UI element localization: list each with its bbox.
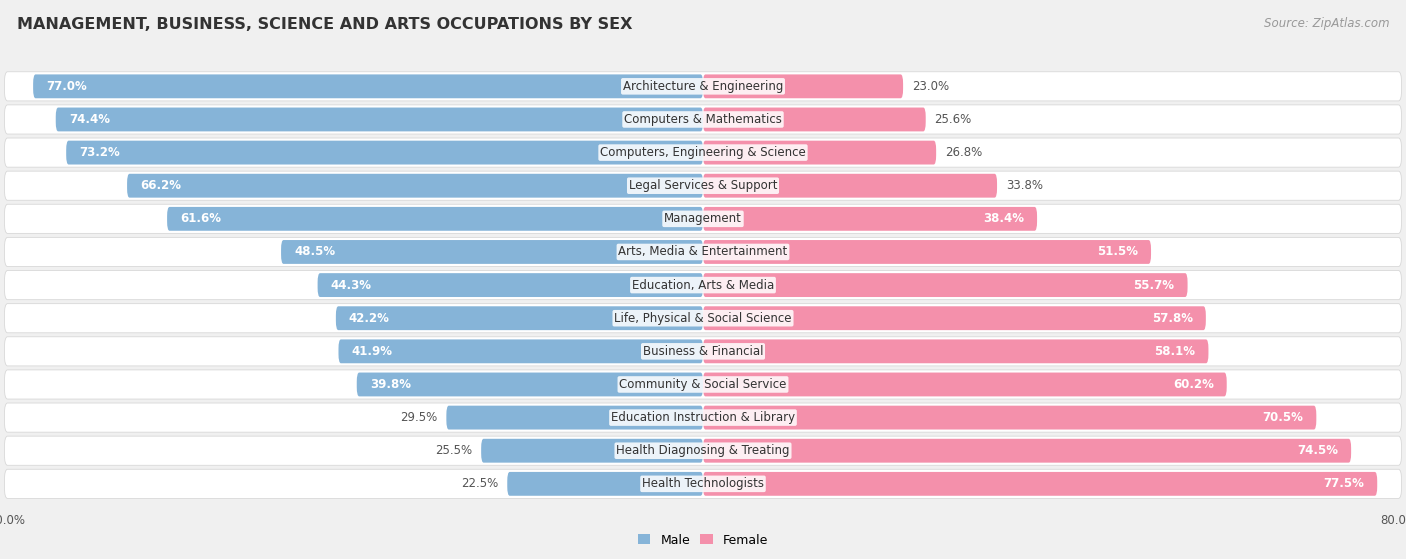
- FancyBboxPatch shape: [446, 406, 703, 429]
- FancyBboxPatch shape: [167, 207, 703, 231]
- FancyBboxPatch shape: [703, 74, 903, 98]
- FancyBboxPatch shape: [4, 271, 1402, 300]
- FancyBboxPatch shape: [4, 370, 1402, 399]
- FancyBboxPatch shape: [703, 339, 1208, 363]
- Text: 57.8%: 57.8%: [1152, 312, 1192, 325]
- FancyBboxPatch shape: [4, 171, 1402, 200]
- Text: Education Instruction & Library: Education Instruction & Library: [612, 411, 794, 424]
- Text: 44.3%: 44.3%: [330, 278, 371, 292]
- Text: 41.9%: 41.9%: [352, 345, 392, 358]
- FancyBboxPatch shape: [703, 273, 1188, 297]
- FancyBboxPatch shape: [318, 273, 703, 297]
- FancyBboxPatch shape: [4, 105, 1402, 134]
- Text: Legal Services & Support: Legal Services & Support: [628, 179, 778, 192]
- FancyBboxPatch shape: [4, 138, 1402, 167]
- FancyBboxPatch shape: [4, 337, 1402, 366]
- FancyBboxPatch shape: [4, 469, 1402, 499]
- Text: 23.0%: 23.0%: [912, 80, 949, 93]
- FancyBboxPatch shape: [703, 240, 1152, 264]
- Text: 73.2%: 73.2%: [79, 146, 120, 159]
- Text: 74.5%: 74.5%: [1298, 444, 1339, 457]
- Legend: Male, Female: Male, Female: [633, 529, 773, 552]
- Text: 55.7%: 55.7%: [1133, 278, 1174, 292]
- Text: 74.4%: 74.4%: [69, 113, 110, 126]
- FancyBboxPatch shape: [357, 372, 703, 396]
- FancyBboxPatch shape: [127, 174, 703, 198]
- Text: Management: Management: [664, 212, 742, 225]
- Text: 39.8%: 39.8%: [370, 378, 411, 391]
- FancyBboxPatch shape: [339, 339, 703, 363]
- Text: 66.2%: 66.2%: [141, 179, 181, 192]
- Text: Computers, Engineering & Science: Computers, Engineering & Science: [600, 146, 806, 159]
- FancyBboxPatch shape: [66, 141, 703, 164]
- Text: Source: ZipAtlas.com: Source: ZipAtlas.com: [1264, 17, 1389, 30]
- FancyBboxPatch shape: [703, 439, 1351, 463]
- Text: 22.5%: 22.5%: [461, 477, 499, 490]
- Text: 25.6%: 25.6%: [935, 113, 972, 126]
- FancyBboxPatch shape: [4, 72, 1402, 101]
- Text: Architecture & Engineering: Architecture & Engineering: [623, 80, 783, 93]
- FancyBboxPatch shape: [34, 74, 703, 98]
- FancyBboxPatch shape: [336, 306, 703, 330]
- FancyBboxPatch shape: [4, 403, 1402, 432]
- Text: Education, Arts & Media: Education, Arts & Media: [631, 278, 775, 292]
- FancyBboxPatch shape: [56, 107, 703, 131]
- Text: Life, Physical & Social Science: Life, Physical & Social Science: [614, 312, 792, 325]
- Text: Arts, Media & Entertainment: Arts, Media & Entertainment: [619, 245, 787, 258]
- Text: 38.4%: 38.4%: [983, 212, 1024, 225]
- Text: Community & Social Service: Community & Social Service: [619, 378, 787, 391]
- FancyBboxPatch shape: [703, 406, 1316, 429]
- FancyBboxPatch shape: [281, 240, 703, 264]
- Text: 26.8%: 26.8%: [945, 146, 983, 159]
- FancyBboxPatch shape: [4, 436, 1402, 465]
- FancyBboxPatch shape: [4, 304, 1402, 333]
- Text: Health Technologists: Health Technologists: [643, 477, 763, 490]
- Text: 77.5%: 77.5%: [1323, 477, 1364, 490]
- Text: 29.5%: 29.5%: [401, 411, 437, 424]
- FancyBboxPatch shape: [4, 238, 1402, 267]
- FancyBboxPatch shape: [703, 141, 936, 164]
- FancyBboxPatch shape: [703, 306, 1206, 330]
- FancyBboxPatch shape: [703, 372, 1226, 396]
- FancyBboxPatch shape: [508, 472, 703, 496]
- Text: 42.2%: 42.2%: [349, 312, 389, 325]
- Text: 58.1%: 58.1%: [1154, 345, 1195, 358]
- Text: 70.5%: 70.5%: [1263, 411, 1303, 424]
- Text: Business & Financial: Business & Financial: [643, 345, 763, 358]
- FancyBboxPatch shape: [703, 472, 1378, 496]
- Text: 60.2%: 60.2%: [1173, 378, 1213, 391]
- FancyBboxPatch shape: [481, 439, 703, 463]
- Text: 61.6%: 61.6%: [180, 212, 221, 225]
- FancyBboxPatch shape: [703, 107, 925, 131]
- FancyBboxPatch shape: [703, 207, 1038, 231]
- Text: Computers & Mathematics: Computers & Mathematics: [624, 113, 782, 126]
- Text: 77.0%: 77.0%: [46, 80, 87, 93]
- Text: 51.5%: 51.5%: [1097, 245, 1137, 258]
- FancyBboxPatch shape: [703, 174, 997, 198]
- Text: 25.5%: 25.5%: [436, 444, 472, 457]
- Text: 48.5%: 48.5%: [294, 245, 335, 258]
- Text: 33.8%: 33.8%: [1005, 179, 1043, 192]
- FancyBboxPatch shape: [4, 204, 1402, 234]
- Text: Health Diagnosing & Treating: Health Diagnosing & Treating: [616, 444, 790, 457]
- Text: MANAGEMENT, BUSINESS, SCIENCE AND ARTS OCCUPATIONS BY SEX: MANAGEMENT, BUSINESS, SCIENCE AND ARTS O…: [17, 17, 633, 32]
